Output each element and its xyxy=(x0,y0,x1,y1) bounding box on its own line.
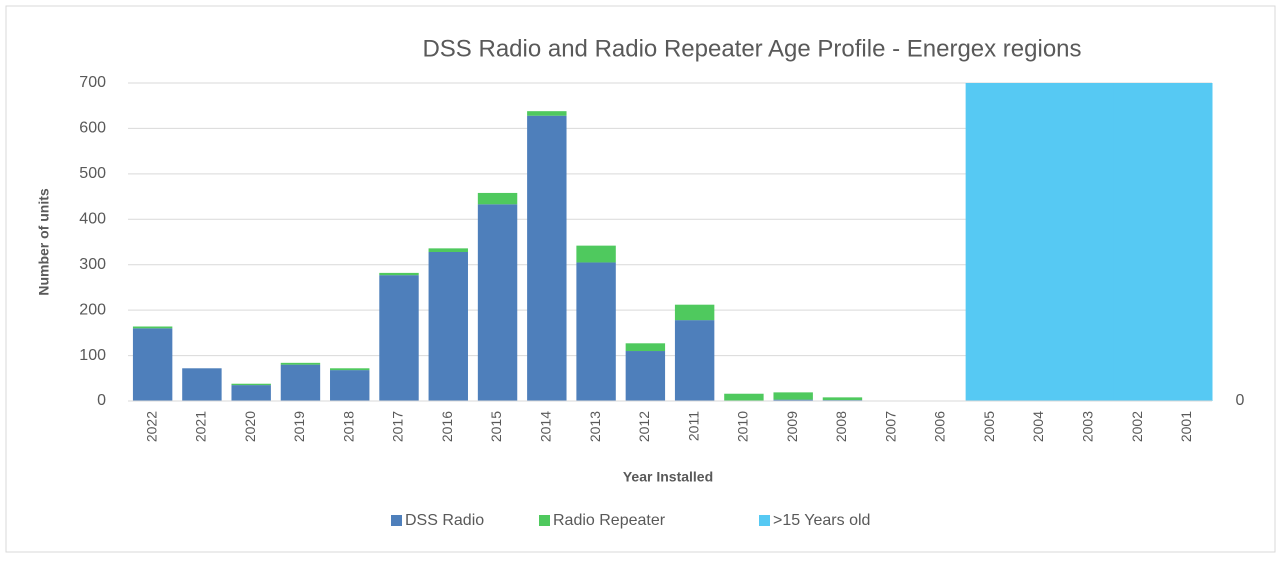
bar-segment xyxy=(330,368,370,371)
bar-segment xyxy=(625,343,666,352)
x-tick-label: 2012 xyxy=(636,411,652,442)
bar-segment xyxy=(625,351,666,401)
x-tick-label: 2006 xyxy=(932,411,948,442)
bar-segment xyxy=(674,304,715,321)
y-tick-label: 0 xyxy=(97,392,106,409)
y-tick-label: 200 xyxy=(79,301,106,318)
bar-segment xyxy=(428,248,468,252)
shade-bar xyxy=(965,83,1016,401)
x-tick-label: 2005 xyxy=(981,411,997,442)
y-axis-label: Number of units xyxy=(36,188,52,296)
bar-segment xyxy=(822,397,863,401)
x-tick-label: 2002 xyxy=(1129,411,1145,442)
legend-label: >15 Years old xyxy=(773,512,870,529)
bar-segment xyxy=(280,364,321,401)
x-tick-label: 2014 xyxy=(538,411,554,442)
legend-label: DSS Radio xyxy=(405,512,484,529)
x-tick-label: 2021 xyxy=(193,411,209,442)
shade-bar xyxy=(1064,83,1114,401)
bar-segment xyxy=(379,272,419,276)
x-tick-label: 2003 xyxy=(1080,411,1096,442)
x-tick-label: 2016 xyxy=(439,411,455,442)
y-tick-label: 300 xyxy=(79,256,106,273)
bar-segment xyxy=(477,204,518,401)
legend-swatch xyxy=(391,515,402,526)
bar-segment xyxy=(182,368,222,401)
bar-segment xyxy=(724,393,764,401)
chart-title: DSS Radio and Radio Repeater Age Profile… xyxy=(422,35,1081,62)
legend-swatch xyxy=(539,515,550,526)
bar-segment xyxy=(379,275,419,401)
bar-segment xyxy=(674,320,715,401)
bar-segment xyxy=(330,370,370,401)
bar-segment xyxy=(231,385,271,401)
y-tick-label: 100 xyxy=(79,347,106,364)
bar-segment xyxy=(280,362,321,365)
x-tick-label: 2017 xyxy=(390,411,406,442)
x-tick-label: 2013 xyxy=(587,411,603,442)
x-tick-label: 2015 xyxy=(488,411,504,442)
x-tick-label: 2020 xyxy=(242,411,258,442)
shade-bar xyxy=(1162,83,1213,401)
shade-bar xyxy=(1014,83,1065,401)
bar-segment xyxy=(576,245,616,263)
bar-segment xyxy=(773,399,813,401)
legend-label: Radio Repeater xyxy=(553,512,666,529)
x-tick-label: 2019 xyxy=(291,411,307,442)
bar-segment xyxy=(132,328,173,401)
shade-bar xyxy=(1113,83,1164,401)
bar-segment xyxy=(132,326,173,329)
legend-swatch xyxy=(759,515,770,526)
bar-segment xyxy=(231,383,271,386)
bar-segment xyxy=(773,392,813,400)
x-tick-label: 2022 xyxy=(143,411,159,442)
x-tick-label: 2004 xyxy=(1030,411,1046,442)
x-axis-label: Year Installed xyxy=(623,469,713,485)
y-tick-label: 500 xyxy=(79,165,106,182)
x-tick-label: 2011 xyxy=(685,411,701,441)
y-tick-label: 400 xyxy=(79,211,106,228)
x-tick-label: 2010 xyxy=(735,411,751,442)
y-tick-label: 700 xyxy=(79,74,106,91)
y-tick-label: 600 xyxy=(79,120,106,137)
x-tick-label: 2008 xyxy=(833,411,849,442)
bar-segment xyxy=(527,111,567,116)
bar-segment xyxy=(477,192,518,205)
x-tick-label: 2018 xyxy=(340,411,356,442)
bar-segment xyxy=(428,251,468,401)
x-tick-label: 2007 xyxy=(882,411,898,442)
y2-tick-label: 0 xyxy=(1236,392,1245,409)
x-tick-label: 2009 xyxy=(784,411,800,442)
bar-segment xyxy=(527,115,567,402)
bar-segment xyxy=(576,262,616,401)
x-tick-label: 2001 xyxy=(1178,411,1194,442)
